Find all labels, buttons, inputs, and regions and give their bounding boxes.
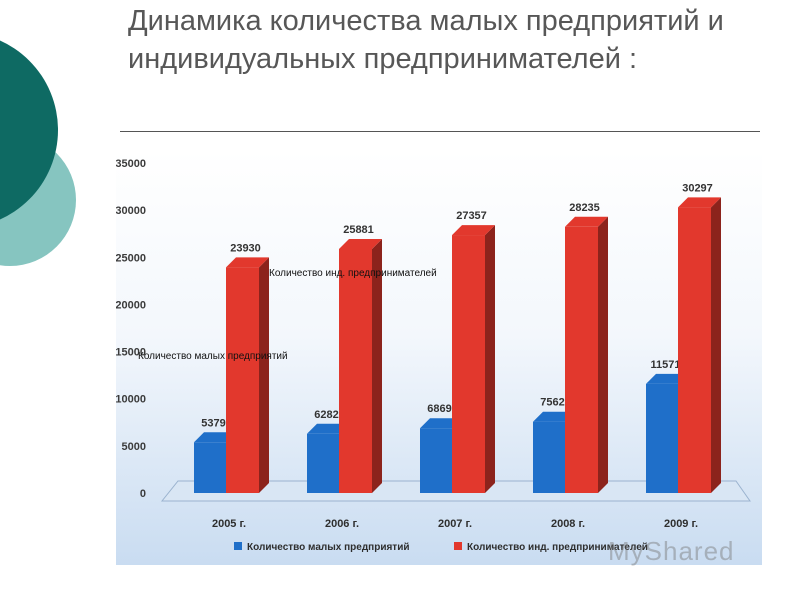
y-tick-label: 10000: [116, 394, 146, 406]
entrepreneur-bar-top: [678, 197, 721, 208]
data-label: 7562: [540, 397, 564, 409]
legend-swatch-entrepreneurs: [454, 542, 462, 550]
y-tick-label: 35000: [116, 158, 146, 170]
data-label: 27357: [456, 210, 487, 222]
data-label: 30297: [682, 182, 713, 194]
data-label: 5379: [201, 417, 225, 429]
small-business-bar: [533, 421, 566, 493]
x-category-label: 2007 г.: [438, 518, 472, 530]
entrepreneur-bar-side: [485, 225, 495, 493]
legend-label: Количество инд. предпринимателей: [467, 542, 648, 553]
bar-chart: 35000 30000 25000 20000 15000 10000 5000 0 5379 6…: [116, 158, 751, 553]
x-category-label: 2008 г.: [551, 518, 585, 530]
x-category-label: 2006 г.: [325, 518, 359, 530]
small-business-bar: [420, 428, 453, 493]
slide-title: Динамика количества малых предприятий и …: [128, 5, 724, 75]
entrepreneur-bar-side: [711, 197, 721, 493]
entrepreneur-bar: [226, 267, 259, 493]
legend-swatch-small: [234, 542, 242, 550]
x-category-label: 2009 г.: [664, 518, 698, 530]
y-tick-label: 20000: [116, 299, 146, 311]
entrepreneur-bar-top: [226, 257, 269, 268]
y-tick-label: 5000: [122, 441, 146, 453]
data-label: 23930: [230, 242, 261, 254]
decorative-circles: [0, 40, 76, 266]
dark-teal-circle: [0, 40, 58, 220]
watermark: MyShared: [608, 536, 735, 566]
y-tick-label: 30000: [116, 205, 146, 217]
entrepreneur-bar: [452, 235, 485, 493]
entrepreneur-bar: [678, 207, 711, 493]
entrepreneur-bar-side: [372, 238, 382, 493]
data-label: 25881: [343, 224, 374, 236]
annotation-small-businesses: Количество малых предприятий: [138, 351, 288, 362]
small-business-bar: [646, 383, 679, 493]
entrepreneur-bar-top: [452, 225, 495, 236]
entrepreneur-bar-top: [339, 238, 382, 249]
small-business-bar: [194, 442, 227, 493]
chart-panel: 35000 30000 25000 20000 15000 10000 5000 0 5379 6…: [116, 150, 762, 565]
y-tick-label: 15000: [116, 347, 146, 359]
y-tick-label: 25000: [116, 252, 146, 264]
annotation-entrepreneurs: Количество инд. предпринимателей: [269, 268, 437, 279]
data-label: 11571: [651, 359, 681, 371]
y-tick-label: 0: [140, 488, 146, 500]
entrepreneur-bar: [565, 226, 598, 493]
data-label: 28235: [569, 202, 600, 214]
data-label: 6869: [427, 403, 451, 415]
entrepreneur-bar-side: [598, 216, 608, 493]
title-divider: [120, 131, 760, 132]
entrepreneur-bar: [339, 248, 372, 493]
legend-label: Количество малых предприятий: [247, 542, 410, 553]
small-business-bar: [307, 433, 340, 493]
data-label: 6282: [314, 409, 338, 421]
entrepreneur-bar-top: [565, 216, 608, 227]
x-category-label: 2005 г.: [212, 518, 246, 530]
entrepreneur-bar-side: [259, 257, 269, 493]
